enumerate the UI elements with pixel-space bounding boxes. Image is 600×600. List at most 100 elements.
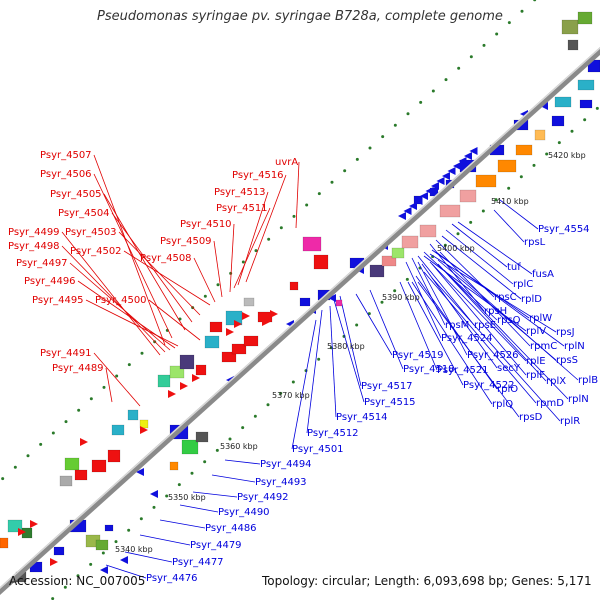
forward-leader-line — [85, 299, 179, 347]
tick-dot — [355, 323, 359, 327]
gene-arrow — [414, 197, 423, 205]
forward-gene-label: Psyr_4503 — [65, 227, 117, 238]
forward-leader-line — [93, 154, 166, 346]
gene-feature-block — [497, 159, 517, 173]
reverse-gene-label: rpsD — [519, 412, 543, 423]
gene-arrow — [403, 207, 412, 215]
kbp-tick-label: 5410 kbp — [491, 197, 529, 206]
forward-leader-line — [69, 262, 171, 351]
gene-feature-block — [127, 409, 139, 421]
kbp-tick-label: 5400 kbp — [437, 244, 475, 253]
forward-gene-label: Psyr_4505 — [50, 189, 102, 200]
forward-gene-label: Psyr_4499 — [8, 227, 60, 238]
tick-dot — [39, 442, 43, 446]
tick-dot — [532, 163, 536, 167]
tick-dot — [393, 123, 397, 127]
tick-dot — [203, 294, 207, 298]
kbp-tick-labels: 5340 kbp 5350 kbp 5360 kbp 5370 kbp 5380 kbp… — [115, 151, 586, 554]
gene-arrow — [398, 212, 406, 220]
tick-dot — [368, 146, 372, 150]
tick-dot — [367, 312, 371, 316]
forward-gene-label: uvrA — [275, 157, 298, 168]
tick-dot — [469, 55, 473, 59]
tick-dot — [89, 397, 93, 401]
tick-dot — [279, 226, 283, 230]
tick-dot — [241, 260, 245, 264]
tick-dot — [216, 283, 220, 287]
gene-feature-block — [313, 254, 329, 270]
reverse-leader-line — [493, 209, 525, 243]
reverse-leader-line — [159, 519, 206, 529]
forward-leader-line — [148, 299, 201, 341]
gene-feature-block — [169, 461, 179, 471]
gene-feature-block — [299, 297, 311, 307]
tick-dot — [305, 203, 309, 207]
forward-leader-line — [237, 191, 269, 286]
label-leader-lines — [61, 154, 579, 579]
reverse-gene-label: Psyr_4486 — [205, 523, 257, 534]
forward-leader-line — [295, 161, 300, 229]
tick-dot — [51, 597, 55, 600]
gene-feature-block — [243, 297, 255, 307]
gene-feature-block — [195, 364, 207, 376]
tick-dot — [570, 129, 574, 133]
tick-dot — [519, 175, 523, 179]
forward-gene-label: Psyr_4498 — [8, 241, 60, 252]
gene-feature-block — [111, 424, 125, 436]
forward-leader-line — [93, 352, 141, 407]
reverse-leader-line — [411, 257, 446, 326]
tick-dot — [405, 277, 409, 281]
reverse-gene-label: Psyr_4521 — [437, 365, 489, 376]
gene-arrow — [140, 426, 148, 434]
reverse-gene-label: Psyr_4526 — [467, 350, 519, 361]
gene-feature-block — [567, 39, 579, 51]
backbone-highlight — [0, 46, 600, 590]
gene-arrow — [80, 438, 88, 446]
tick-dot — [63, 585, 67, 589]
forward-gene-label: Psyr_4497 — [16, 258, 68, 269]
tick-dot — [177, 483, 181, 487]
forward-gene-label: Psyr_4500 — [95, 295, 147, 306]
tick-dot — [456, 232, 460, 236]
kbp-tick-label: 5420 kbp — [548, 151, 586, 160]
tick-dot — [317, 357, 321, 361]
gene-arrow — [464, 152, 472, 160]
tick-dot — [406, 112, 410, 116]
reverse-gene-label: Psyr_4518 — [403, 364, 455, 375]
tick-dot — [102, 385, 106, 389]
gene-feature-block — [64, 457, 80, 471]
gene-arrow — [180, 382, 188, 390]
gene-arrow — [150, 490, 158, 498]
tick-dot — [443, 243, 447, 247]
tick-dot — [380, 300, 384, 304]
forward-leader-line — [213, 240, 223, 298]
reverse-leader-line — [423, 255, 527, 332]
tick-dot — [507, 186, 511, 190]
reverse-leader-line — [451, 223, 508, 268]
gene-feature-block — [335, 299, 343, 307]
tick-dot — [228, 437, 232, 441]
tick-dot — [507, 21, 511, 25]
forward-gene-label: Psyr_4504 — [58, 208, 110, 219]
tick-dot — [583, 118, 587, 122]
gene-feature-block — [231, 343, 247, 355]
reverse-leader-line — [192, 491, 238, 498]
reverse-leader-line — [355, 293, 393, 356]
reverse-gene-label: Psyr_4517 — [361, 381, 413, 392]
reverse-gene-label: rpsH — [484, 306, 507, 317]
forward-gene-label: Psyr_4489 — [52, 363, 104, 374]
reverse-gene-label: secY — [497, 363, 521, 374]
forward-leader-line — [93, 173, 173, 339]
reverse-leader-line — [124, 551, 173, 563]
gene-feature-block — [59, 475, 73, 487]
reverse-gene-label: rpsE — [474, 320, 496, 331]
tick-dot — [481, 209, 485, 213]
tick-dot — [64, 420, 68, 424]
forward-gene-label: Psyr_4506 — [40, 169, 92, 180]
gene-feature-block — [369, 264, 385, 278]
reverse-gene-label: rplO — [497, 384, 518, 395]
reverse-gene-label: Psyr_4494 — [260, 459, 312, 470]
gene-arrow — [168, 390, 176, 398]
gene-arrow — [409, 202, 417, 210]
